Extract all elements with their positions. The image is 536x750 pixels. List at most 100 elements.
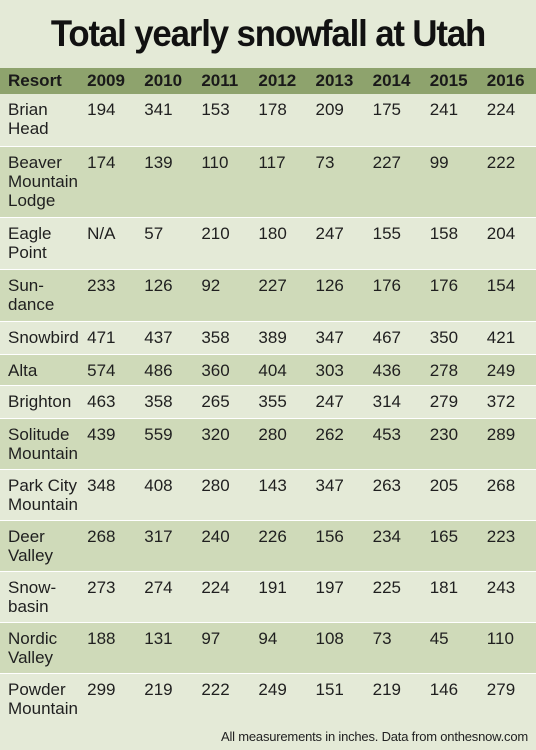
snowfall-value-cell: 278 <box>421 353 479 385</box>
snowfall-value-cell: 176 <box>421 268 479 321</box>
column-header-2016: 2016 <box>486 71 525 90</box>
snowfall-value-cell: 280 <box>193 468 251 520</box>
resort-name-cell: Park City Mountain <box>0 468 80 520</box>
snowfall-value-cell: 453 <box>364 417 422 469</box>
snowfall-value-cell: 154 <box>478 268 536 321</box>
resort-name-cell: Sun- dance <box>0 268 80 321</box>
snowfall-value-cell: 249 <box>478 353 536 385</box>
table-row: Park City Mountain 348 408 280 143 347 263 205 2… <box>0 468 536 520</box>
snowfall-value-cell: 73 <box>307 145 365 217</box>
snowfall-value-cell: 205 <box>421 468 479 520</box>
snowfall-value-cell: 389 <box>250 320 308 354</box>
snowfall-value-cell: 358 <box>193 320 251 354</box>
snowfall-value-cell: 263 <box>364 468 422 520</box>
snowfall-value-cell: 574 <box>79 353 137 385</box>
snowfall-value-cell: 175 <box>372 100 401 119</box>
snowfall-value-cell: 224 <box>193 570 251 622</box>
snowfall-value-cell: 219 <box>364 672 422 724</box>
snowfall-value-cell: 110 <box>193 145 251 217</box>
snowfall-value-cell: 143 <box>250 468 308 520</box>
snowfall-value-cell: 289 <box>478 417 536 469</box>
snowfall-value-cell: 45 <box>421 621 479 673</box>
snowfall-value-cell: 97 <box>193 621 251 673</box>
snowfall-value-cell: 191 <box>250 570 308 622</box>
snowfall-value-cell: 110 <box>478 621 536 673</box>
snowfall-value-cell: 247 <box>307 384 365 418</box>
snowfall-value-cell: 92 <box>193 268 251 321</box>
column-header-2012: 2012 <box>258 71 297 90</box>
snowfall-value-cell: 467 <box>364 320 422 354</box>
snowfall-value-cell: 222 <box>193 672 251 724</box>
table-row: Nordic Valley 188 131 97 94 108 73 45 110 <box>0 621 536 673</box>
snowfall-value-cell: 234 <box>364 519 422 571</box>
table-body: Brian Head 194 341 153 178 209 175 241 224 Beaver… <box>0 94 536 724</box>
snowfall-value-cell: 436 <box>364 353 422 385</box>
snowfall-value-cell: 153 <box>201 100 230 119</box>
snowfall-value-cell: 204 <box>478 216 536 269</box>
snowfall-value-cell: 227 <box>364 145 422 217</box>
snowfall-value-cell: 262 <box>307 417 365 469</box>
snowfall-value-cell: 247 <box>307 216 365 269</box>
snowfall-value-cell: 240 <box>193 519 251 571</box>
snowfall-value-cell: 279 <box>478 672 536 724</box>
snowfall-value-cell: 94 <box>250 621 308 673</box>
resort-name-cell: Eagle Point <box>0 216 80 269</box>
snowfall-value-cell: 350 <box>421 320 479 354</box>
snowfall-value-cell: 117 <box>250 145 308 217</box>
snowfall-value-cell: 108 <box>307 621 365 673</box>
snowfall-value-cell: 197 <box>307 570 365 622</box>
column-header-2015: 2015 <box>429 71 468 90</box>
snowfall-value-cell: 176 <box>364 268 422 321</box>
snowfall-value-cell: 463 <box>79 384 137 418</box>
snowfall-value-cell: 421 <box>478 320 536 354</box>
snowfall-value-cell: 249 <box>250 672 308 724</box>
snowfall-value-cell: 303 <box>307 353 365 385</box>
snowfall-value-cell: 265 <box>193 384 251 418</box>
snowfall-value-cell: 194 <box>87 100 116 119</box>
snowfall-value-cell: 126 <box>136 268 194 321</box>
snowfall-value-cell: 486 <box>136 353 194 385</box>
snowfall-value-cell: 99 <box>421 145 479 217</box>
column-header-2011: 2011 <box>201 71 239 90</box>
snowfall-value-cell: 348 <box>79 468 137 520</box>
resort-name-cell: Powder Mountain <box>0 672 80 724</box>
snowfall-value-cell: 243 <box>478 570 536 622</box>
snowfall-value-cell: 408 <box>136 468 194 520</box>
snowfall-value-cell: 360 <box>193 353 251 385</box>
snowfall-value-cell: 165 <box>421 519 479 571</box>
snowfall-value-cell: 559 <box>136 417 194 469</box>
snowfall-table: Resort 2009 2010 2011 2012 2013 2014 2015 2016 B… <box>0 68 536 724</box>
snowfall-value-cell: 299 <box>79 672 137 724</box>
snowfall-value-cell: 158 <box>421 216 479 269</box>
table-row: Solitude Mountain 439 559 320 280 262 453 230 28… <box>0 417 536 469</box>
snowfall-value-cell: 209 <box>315 100 344 119</box>
resort-name-cell: Snowbird <box>0 320 80 354</box>
snowfall-value-cell: 224 <box>486 100 516 119</box>
table-row: Snowbird 471 437 358 389 347 467 350 421 <box>0 320 536 354</box>
snowfall-value-cell: 222 <box>478 145 536 217</box>
snowfall-value-cell: 320 <box>193 417 251 469</box>
resort-name-cell: Deer Valley <box>0 519 80 571</box>
resort-name-cell: Solitude Mountain <box>0 417 80 469</box>
snowfall-value-cell: 439 <box>79 417 137 469</box>
snowfall-value-cell: 347 <box>307 468 365 520</box>
snowfall-value-cell: 151 <box>307 672 365 724</box>
snowfall-value-cell: 126 <box>307 268 365 321</box>
snowfall-value-cell: 273 <box>79 570 137 622</box>
snowfall-value-cell: 347 <box>307 320 365 354</box>
snowfall-value-cell: 225 <box>364 570 422 622</box>
snowfall-value-cell: 181 <box>421 570 479 622</box>
resort-name-cell: Brighton <box>0 384 80 418</box>
resort-name-cell: Beaver Mountain Lodge <box>0 145 80 217</box>
table-row: Brighton 463 358 265 355 247 314 279 372 <box>0 384 536 418</box>
snowfall-value-cell: 437 <box>136 320 194 354</box>
snowfall-value-cell: 341 <box>144 100 173 119</box>
table-row: Deer Valley 268 317 240 226 156 234 165 223 <box>0 519 536 571</box>
snowfall-value-cell: 227 <box>250 268 308 321</box>
snowfall-value-cell: N/A <box>79 216 137 269</box>
snowfall-value-cell: 268 <box>478 468 536 520</box>
column-header-2010: 2010 <box>144 71 183 90</box>
resort-name-cell: Nordic Valley <box>0 621 80 673</box>
snowfall-value-cell: 219 <box>136 672 194 724</box>
snowfall-value-cell: 156 <box>307 519 365 571</box>
